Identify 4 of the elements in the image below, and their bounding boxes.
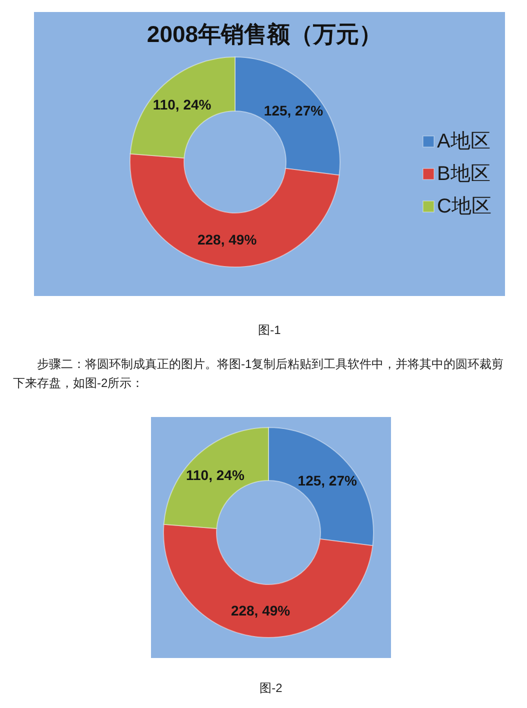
title: 2008年销售额（万元） xyxy=(146,21,382,47)
annotation: 图-2 xyxy=(260,680,282,696)
annotation: 图-1 xyxy=(258,322,281,338)
annotation: 步骤二：将圆环制成真正的图片。将图-1复制后粘贴到工具软件中，并将其中的圆环裁剪下来存盘，如图-2所示： xyxy=(13,356,505,392)
